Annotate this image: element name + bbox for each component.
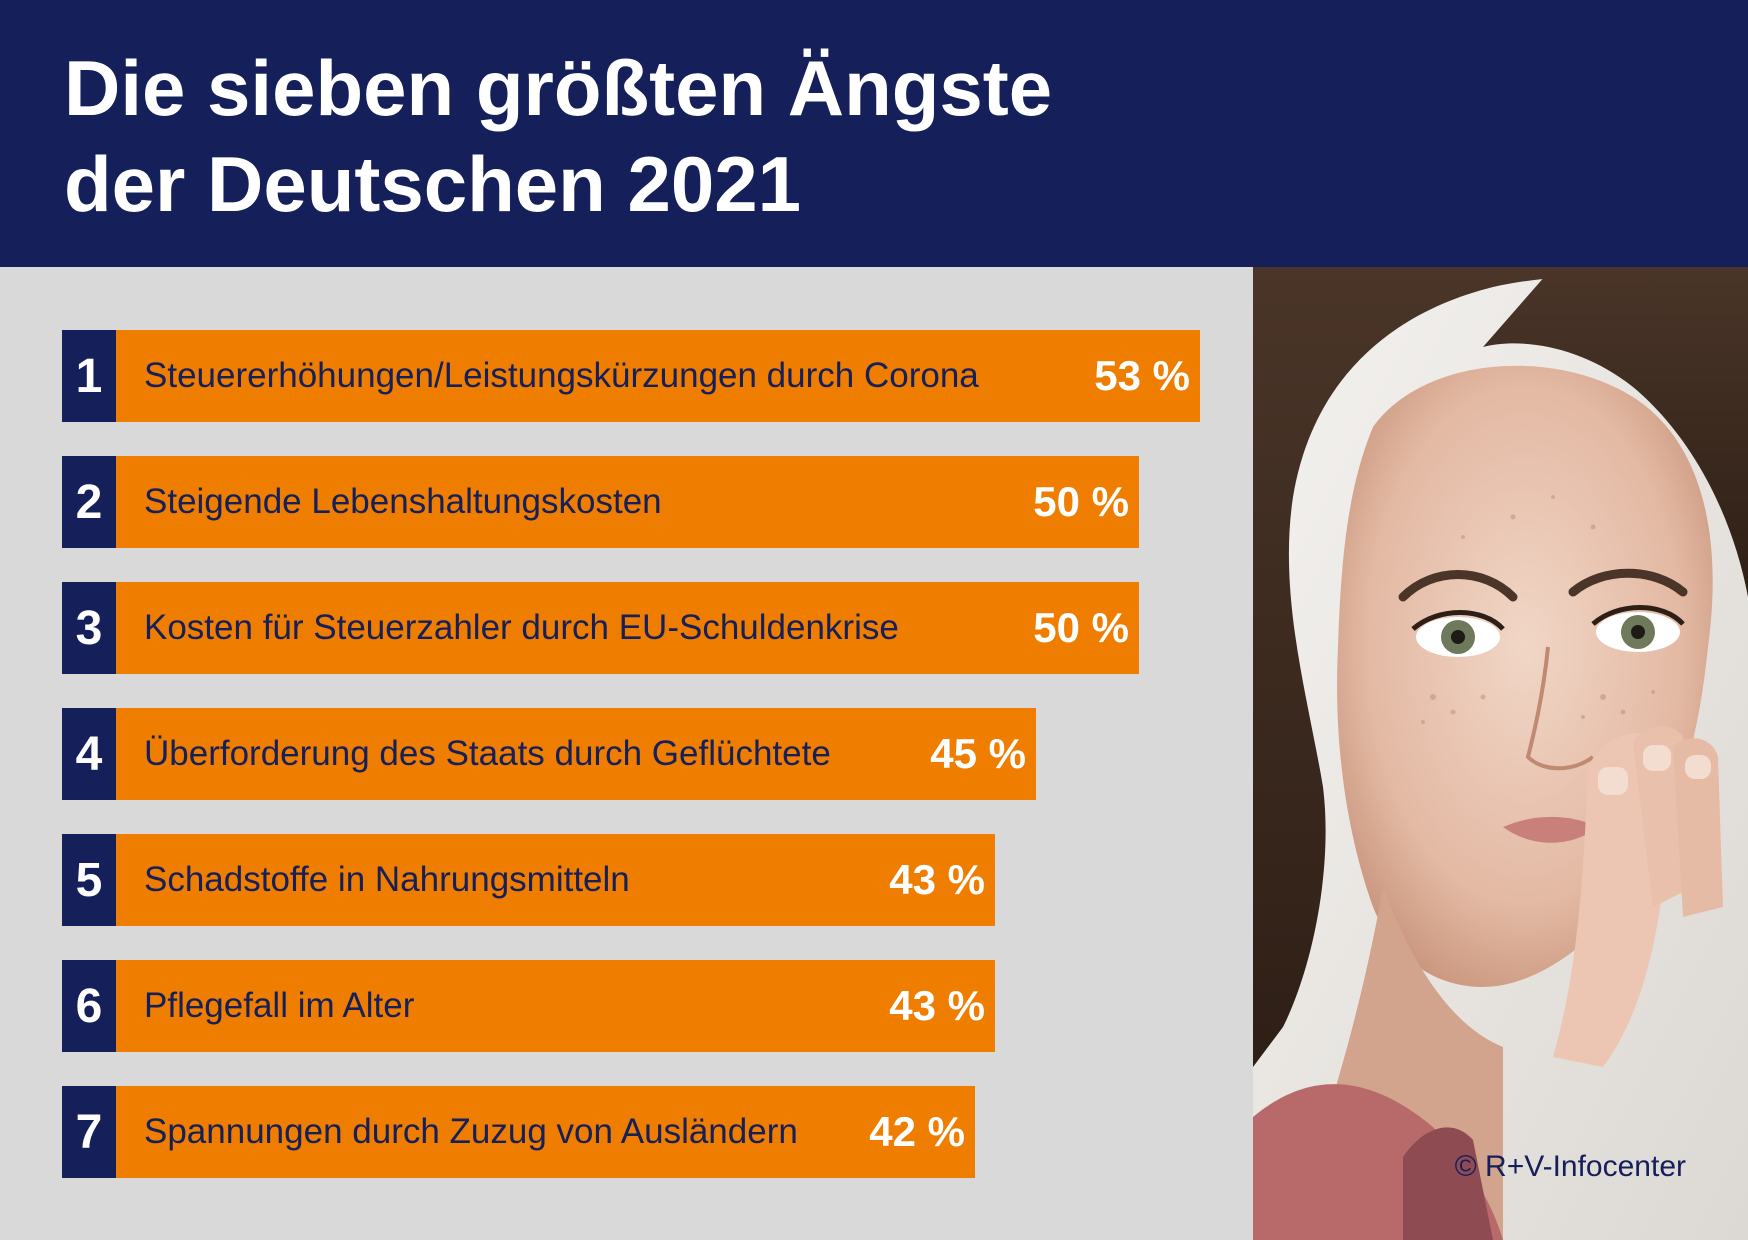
bar-label-5: Schadstoffe in Nahrungsmitteln [144, 860, 630, 899]
bar-4: Überforderung des Staats durch Geflüchte… [116, 708, 1036, 800]
bar-label-3: Kosten für Steuerzahler durch EU-Schulde… [144, 608, 899, 647]
woman-photo-illustration [1253, 267, 1748, 1240]
bar-3: Kosten für Steuerzahler durch EU-Schulde… [116, 582, 1139, 674]
bar-7: Spannungen durch Zuzug von Ausländern 42 … [116, 1086, 975, 1178]
rank-badge-1: 1 [62, 330, 116, 422]
bar-value-4: 45 % [930, 730, 1026, 777]
bar-value-7: 42 % [869, 1108, 965, 1155]
bar-value-5: 43 % [889, 856, 985, 903]
copyright-credit: © R+V-Infocenter [1454, 1150, 1686, 1183]
bar-value-6: 43 % [889, 982, 985, 1029]
bar-1: Steuererhöhungen/Leistungskürzungen durc… [116, 330, 1200, 422]
bar-5: Schadstoffe in Nahrungsmitteln 43 % [116, 834, 995, 926]
bar-label-6: Pflegefall im Alter [144, 986, 415, 1025]
rank-badge-7: 7 [62, 1086, 116, 1178]
bar-6: Pflegefall im Alter 43 % [116, 960, 995, 1052]
header-banner: Die sieben größten Ängste der Deutschen … [0, 0, 1748, 267]
bar-label-2: Steigende Lebenshaltungskosten [144, 482, 662, 521]
title-line-1: Die sieben größten Ängste [64, 44, 1053, 132]
rank-badge-4: 4 [62, 708, 116, 800]
rank-badge-2: 2 [62, 456, 116, 548]
bar-label-4: Überforderung des Staats durch Geflüchte… [144, 734, 831, 773]
rank-badge-6: 6 [62, 960, 116, 1052]
rank-badge-5: 5 [62, 834, 116, 926]
woman-photo: © R+V-Infocenter [1253, 267, 1748, 1240]
bar-value-3: 50 % [1033, 604, 1129, 651]
bar-2: Steigende Lebenshaltungskosten 50 % [116, 456, 1139, 548]
bar-value-2: 50 % [1033, 478, 1129, 525]
page-title: Die sieben größten Ängste der Deutschen … [64, 40, 1052, 232]
bar-value-1: 53 % [1094, 352, 1190, 399]
title-line-2: der Deutschen 2021 [64, 140, 802, 228]
bar-label-7: Spannungen durch Zuzug von Ausländern [144, 1112, 798, 1151]
rank-badge-3: 3 [62, 582, 116, 674]
bar-chart: 1 Steuererhöhungen/Leistungskürzungen dur… [0, 267, 1253, 1240]
bar-label-1: Steuererhöhungen/Leistungskürzungen durc… [144, 356, 979, 395]
